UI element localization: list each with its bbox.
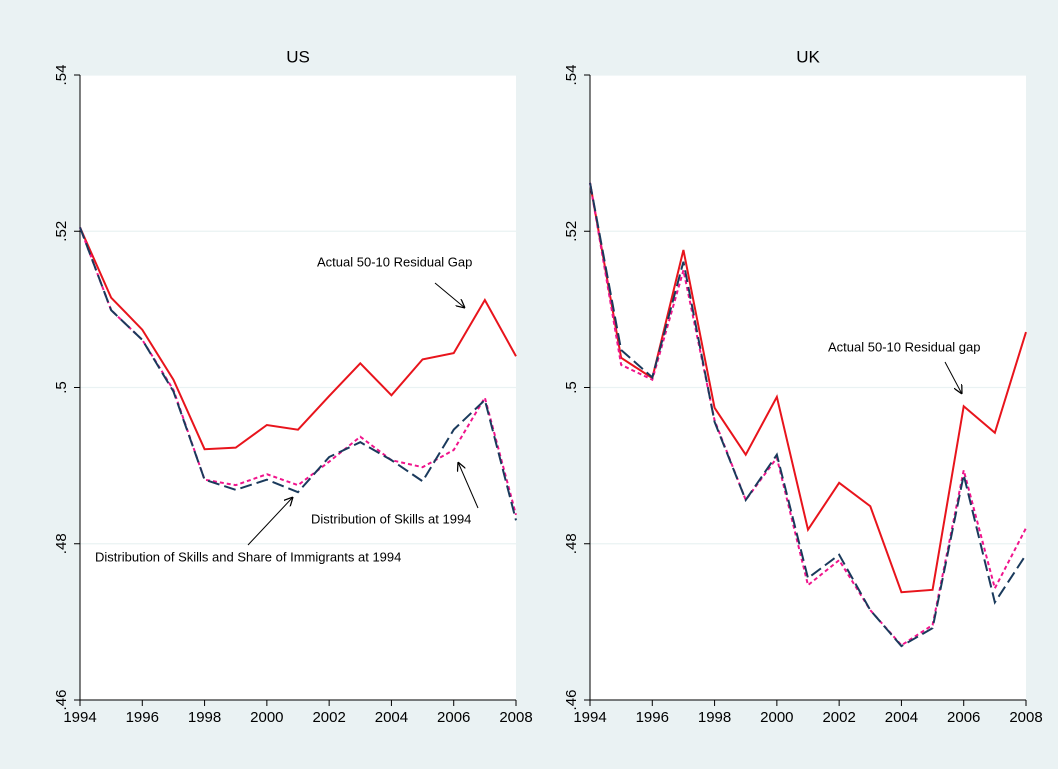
- x-tick-label: 2000: [760, 709, 793, 726]
- annotation-arrow: [434, 282, 465, 308]
- series-line: [79, 226, 517, 521]
- x-tick-label: 2006: [947, 709, 980, 726]
- annotation: Distribution of Skills at 1994: [311, 511, 471, 526]
- series-line: [79, 226, 517, 451]
- series-line: [79, 226, 517, 516]
- y-tick-label: .46: [563, 690, 580, 711]
- y-tick-label: .52: [563, 221, 580, 242]
- annotation: Actual 50-10 Residual Gap: [317, 254, 472, 269]
- annotation: Actual 50-10 Residual gap: [828, 339, 981, 354]
- y-tick-label: .48: [53, 533, 70, 554]
- annotation: Distribution of Skills and Share of Immi…: [95, 549, 401, 564]
- y-tick-label: .5: [53, 381, 70, 394]
- y-tick-label: .54: [563, 65, 580, 86]
- x-tick-label: 1994: [63, 709, 96, 726]
- y-tick-label: .46: [53, 690, 70, 711]
- x-tick-label: 1996: [126, 709, 159, 726]
- x-tick-label: 2004: [375, 709, 408, 726]
- x-tick-label: 2000: [250, 709, 283, 726]
- x-tick-label: 2006: [437, 709, 470, 726]
- y-tick-label: .48: [563, 533, 580, 554]
- x-tick-label: 2008: [499, 709, 532, 726]
- series-line: [589, 182, 1027, 594]
- annotation-arrow: [458, 462, 479, 509]
- x-tick-label: 1998: [188, 709, 221, 726]
- x-tick-label: 2002: [822, 709, 855, 726]
- annotation-arrow: [944, 361, 962, 394]
- y-tick-label: .5: [563, 381, 580, 394]
- chart-title: UK: [796, 47, 820, 66]
- annotation-arrow: [247, 497, 293, 546]
- x-tick-label: 2004: [885, 709, 918, 726]
- x-tick-label: 2002: [312, 709, 345, 726]
- x-tick-label: 1998: [698, 709, 731, 726]
- x-tick-label: 1996: [636, 709, 669, 726]
- chart-title: US: [286, 47, 310, 66]
- y-tick-label: .54: [53, 65, 70, 86]
- y-tick-label: .52: [53, 221, 70, 242]
- x-tick-label: 2008: [1009, 709, 1042, 726]
- x-tick-label: 1994: [573, 709, 606, 726]
